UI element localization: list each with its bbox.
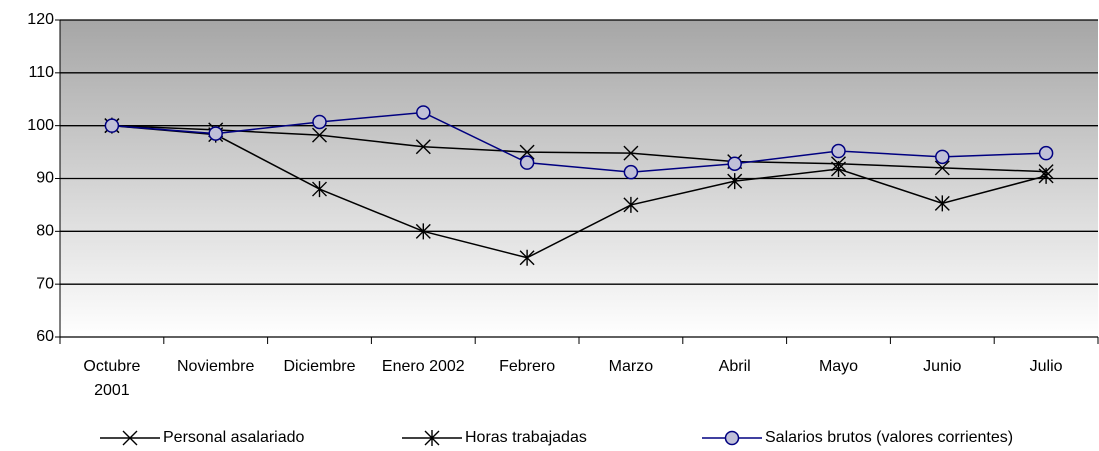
marker <box>934 195 950 212</box>
marker <box>724 430 740 446</box>
marker <box>935 149 950 165</box>
marker <box>519 155 535 170</box>
x-tick-label: Marzo <box>608 358 654 375</box>
legend-label: Horas trabajadas <box>465 429 587 446</box>
marker <box>519 249 535 266</box>
marker <box>312 114 327 130</box>
x-tick-label: Abril <box>718 358 751 375</box>
y-tick-label: 100 <box>27 117 54 134</box>
series-line <box>111 124 1047 259</box>
marker <box>727 156 742 171</box>
series-line <box>111 111 1047 173</box>
y-tick-label: 80 <box>36 223 54 240</box>
marker <box>727 173 743 190</box>
y-tick-label: 110 <box>28 64 54 81</box>
x-tick-label: Enero 2002 <box>381 358 465 375</box>
marker <box>831 143 846 159</box>
y-tick-label: 60 <box>36 328 54 345</box>
marker <box>623 196 639 213</box>
marker <box>934 160 950 176</box>
x-tick-label: Junio <box>923 358 962 375</box>
x-tick-label: Febrero <box>499 358 556 375</box>
x-tick-label: Octubre 2001 <box>83 358 141 399</box>
x-tick-label: Diciembre <box>283 358 356 375</box>
marker <box>424 430 440 446</box>
marker <box>416 105 431 120</box>
marker <box>312 181 327 198</box>
marker <box>831 160 846 177</box>
marker <box>415 223 431 240</box>
marker <box>1038 145 1054 161</box>
marker <box>312 127 327 143</box>
legend-label: Salarios brutos (valores corrientes) <box>765 429 1013 446</box>
y-tick-label: 120 <box>27 11 54 28</box>
y-tick-label: 90 <box>36 170 54 187</box>
marker <box>623 164 639 180</box>
y-tick-label: 70 <box>36 275 54 292</box>
legend-label: Personal asalariado <box>163 429 305 446</box>
marker <box>1038 167 1054 184</box>
marker <box>122 430 138 446</box>
marker <box>415 139 431 155</box>
x-tick-label: Julio <box>1029 358 1063 375</box>
x-tick-label: Mayo <box>818 358 859 375</box>
series-line <box>111 124 1047 173</box>
marker <box>208 126 223 141</box>
x-tick-label: Noviembre <box>177 358 255 375</box>
marker <box>623 145 639 161</box>
marker <box>519 144 535 160</box>
marker <box>104 118 120 133</box>
